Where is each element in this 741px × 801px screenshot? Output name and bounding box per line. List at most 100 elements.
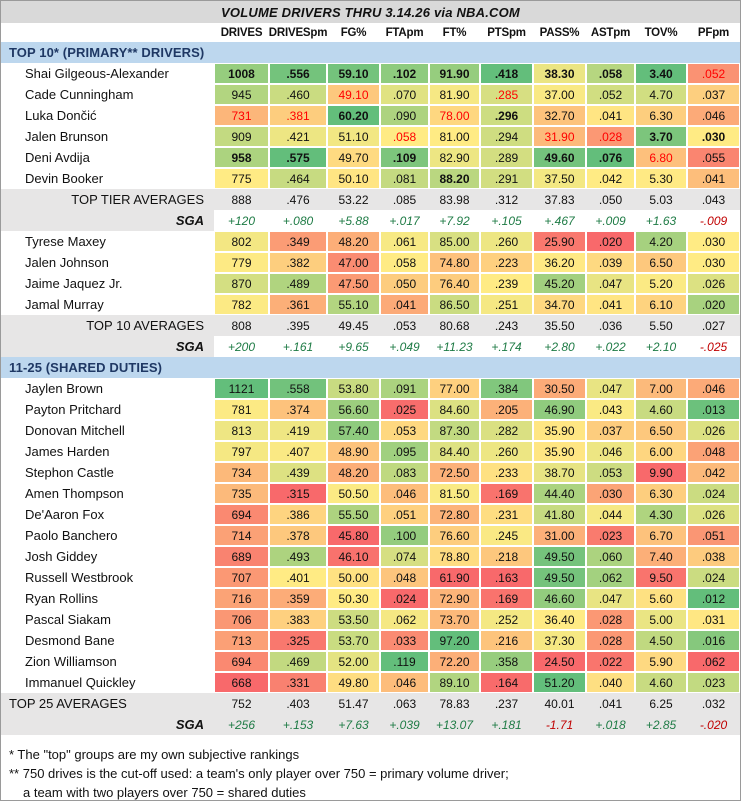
stat-cell: .043: [687, 189, 740, 210]
stat-cell: .285: [480, 84, 533, 105]
stat-cell: 37.50: [533, 168, 586, 189]
row-label: SGA: [1, 714, 214, 735]
stat-cell: .060: [586, 546, 635, 567]
player-row: Tyrese Maxey 802.349 48.20.061 85.00.260 25.…: [1, 231, 740, 252]
stat-cell: .294: [480, 126, 533, 147]
stat-cell: .476: [269, 189, 327, 210]
stat-cell: 752: [214, 693, 269, 714]
stat-cell: .025: [380, 399, 429, 420]
stat-cell: .050: [380, 273, 429, 294]
stat-cell: +7.92: [429, 210, 480, 231]
averages-row: TOP TIER AVERAGES 888.476 53.22.085 83.98.3…: [1, 189, 740, 210]
stat-cell: 61.90: [429, 567, 480, 588]
stat-cell: .032: [687, 693, 740, 714]
averages-row: TOP 10 AVERAGES 808.395 49.45.053 80.68.243…: [1, 315, 740, 336]
player-name: Luka Dončić: [25, 108, 97, 123]
stat-cell: .237: [480, 693, 533, 714]
stat-cell: .022: [586, 651, 635, 672]
stat-cell: .169: [480, 483, 533, 504]
player-row: Stephon Castle 734.439 48.20.083 72.50.233 3…: [1, 462, 740, 483]
stat-cell: .047: [586, 273, 635, 294]
stat-cell: +.181: [480, 714, 533, 735]
stat-cell: 31.00: [533, 525, 586, 546]
stat-cell: 37.83: [533, 189, 586, 210]
stat-cell: 78.80: [429, 546, 480, 567]
stat-cell: .048: [687, 441, 740, 462]
stat-cell: 6.80: [635, 147, 687, 168]
stat-cell: 55.10: [327, 294, 380, 315]
stat-cell: 5.60: [635, 588, 687, 609]
stat-cell: 48.90: [327, 441, 380, 462]
player-name: Payton Pritchard: [25, 402, 122, 417]
player-name: Jamal Murray: [25, 297, 104, 312]
player-row: Devin Booker 775.464 50.10.081 88.20.291 37.…: [1, 168, 740, 189]
stat-cell: .395: [269, 315, 327, 336]
stat-cell: -.020: [687, 714, 740, 735]
stat-cell: 78.83: [429, 693, 480, 714]
stat-cell: -.025: [687, 336, 740, 357]
stat-cell: 73.70: [429, 609, 480, 630]
stat-cell: .024: [687, 483, 740, 504]
stat-cell: 53.22: [327, 189, 380, 210]
player-row: Luka Dončić 731.381 60.20.090 78.00.296 32.7…: [1, 105, 740, 126]
stat-cell: 50.50: [327, 483, 380, 504]
stat-cell: +.467: [533, 210, 586, 231]
stat-cell: 35.90: [533, 441, 586, 462]
stat-cell: .050: [586, 189, 635, 210]
stat-cell: 35.90: [533, 420, 586, 441]
stat-cell: .040: [586, 672, 635, 693]
stat-cell: 53.70: [327, 630, 380, 651]
stat-cell: 48.20: [327, 231, 380, 252]
stat-cell: .251: [480, 294, 533, 315]
footnote: * The "top" groups are my own subjective…: [9, 747, 300, 762]
player-name: Tyrese Maxey: [25, 234, 106, 249]
stat-cell: .027: [687, 315, 740, 336]
stat-cell: .296: [480, 105, 533, 126]
stat-cell: .062: [687, 651, 740, 672]
stat-cell: +.022: [586, 336, 635, 357]
stat-cell: 49.80: [327, 672, 380, 693]
stat-cell: 4.70: [635, 84, 687, 105]
stat-cell: 84.60: [429, 399, 480, 420]
stat-cell: .216: [480, 630, 533, 651]
stat-cell: 72.80: [429, 504, 480, 525]
stat-cell: .043: [586, 399, 635, 420]
stat-cell: +120: [214, 210, 269, 231]
stat-cell: 909: [214, 126, 269, 147]
player-row: Jalen Johnson 779.382 47.00.058 74.80.223 36…: [1, 252, 740, 273]
stat-cell: .119: [380, 651, 429, 672]
stat-cell: .556: [269, 63, 327, 84]
sga-diff-row: SGA +200 +.161 +9.65 +.049 +11.23 +.174 +2.80 +.…: [1, 336, 740, 357]
stat-cell: 888: [214, 189, 269, 210]
sheet-title: VOLUME DRIVERS THRU 3.14.26 via NBA.COM: [1, 1, 740, 23]
player-name: Deni Avdija: [25, 150, 90, 165]
column-header: TOV%: [635, 23, 687, 42]
stat-cell: .081: [380, 168, 429, 189]
stat-cell: .205: [480, 399, 533, 420]
stat-cell: .053: [380, 315, 429, 336]
stat-cell: .403: [269, 693, 327, 714]
player-row: Ryan Rollins 716.359 50.30.024 72.90.169 46.…: [1, 588, 740, 609]
stat-cell: 46.60: [533, 588, 586, 609]
stat-cell: +1.63: [635, 210, 687, 231]
stat-cell: 5.03: [635, 189, 687, 210]
stat-cell: .095: [380, 441, 429, 462]
stat-cell: 59.10: [327, 63, 380, 84]
player-row: Paolo Banchero 714.378 45.80.100 76.60.245 3…: [1, 525, 740, 546]
row-label: TOP TIER AVERAGES: [71, 192, 204, 207]
stat-cell: 707: [214, 567, 269, 588]
stat-cell: +.174: [480, 336, 533, 357]
stat-cell: .023: [687, 672, 740, 693]
stats-table: DRIVES DRIVESpm FG% FTApm FT% PTSpm PASS% ASTpm…: [1, 23, 740, 735]
sga-diff-row: SGA +120 +.080 +5.88 +.017 +7.92 +.105 +.467 +.0…: [1, 210, 740, 231]
stat-cell: 779: [214, 252, 269, 273]
stat-cell: .051: [380, 504, 429, 525]
stat-cell: 51.20: [533, 672, 586, 693]
player-row: Jalen Brunson 909.421 51.10.058 81.00.294 31…: [1, 126, 740, 147]
stat-cell: 76.40: [429, 273, 480, 294]
stat-cell: .028: [586, 630, 635, 651]
stat-cell: 49.45: [327, 315, 380, 336]
stat-cell: .418: [480, 63, 533, 84]
stat-cell: 24.50: [533, 651, 586, 672]
